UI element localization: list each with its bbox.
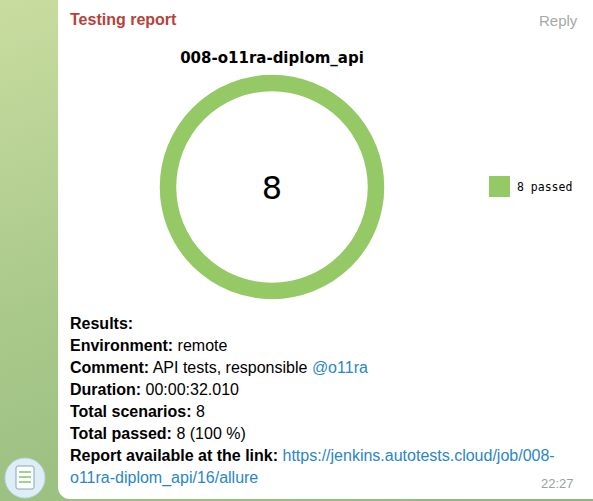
space [307, 359, 311, 376]
field-label: Comment: [70, 359, 149, 376]
avatar-icon-line[interactable] [19, 481, 31, 483]
chart-background [70, 38, 588, 310]
field-label: Duration: [70, 381, 141, 398]
slice [159, 74, 385, 300]
field-value: 8 (100 %) [176, 425, 245, 442]
avatar[interactable] [5, 458, 45, 498]
avatar-circle[interactable] [5, 458, 45, 498]
space [141, 381, 145, 398]
chart-title: 008-o11ra-diplom_api [180, 49, 364, 67]
space [173, 337, 177, 354]
field-line: Environment: remote [70, 335, 575, 357]
field-line: Total passed: 8 (100 %) [70, 423, 575, 445]
avatar-icon[interactable] [16, 466, 34, 489]
avatar-icon-line[interactable] [19, 471, 31, 473]
field-label: Environment: [70, 337, 173, 354]
field-label: Total passed: [70, 425, 172, 442]
space [149, 359, 153, 376]
center-total: 8 [262, 169, 282, 207]
field-value: 00:00:32.010 [146, 381, 239, 398]
space [192, 403, 196, 420]
slices [159, 74, 385, 300]
results-heading-text: Results: [70, 315, 133, 332]
field-line: Report available at the link: https://je… [70, 445, 575, 489]
mention[interactable]: @o11ra [312, 359, 368, 376]
field-label: Report available at the link: [70, 447, 278, 464]
legend: 8 passed [489, 176, 572, 197]
legend-swatch [489, 176, 510, 197]
results-text: Results:Environment: remoteComment: API … [70, 313, 575, 489]
message-time: 22:27 [541, 476, 574, 491]
avatar-icon-line[interactable] [19, 476, 31, 478]
sender-name: Testing report [70, 11, 176, 29]
field-value: 8 [196, 403, 205, 420]
field-label: Total scenarios: [70, 403, 192, 420]
field-line: Duration: 00:00:32.010 [70, 379, 575, 401]
space [172, 425, 176, 442]
field-value: API tests, responsible [153, 359, 308, 376]
legend-label: 8 passed [517, 180, 572, 194]
space [278, 447, 282, 464]
reply-button[interactable]: Reply [539, 12, 577, 29]
results-heading: Results: [70, 313, 575, 335]
field-line: Total scenarios: 8 [70, 401, 575, 423]
field-value: remote [178, 337, 228, 354]
field-line: Comment: API tests, responsible @o11ra [70, 357, 575, 379]
